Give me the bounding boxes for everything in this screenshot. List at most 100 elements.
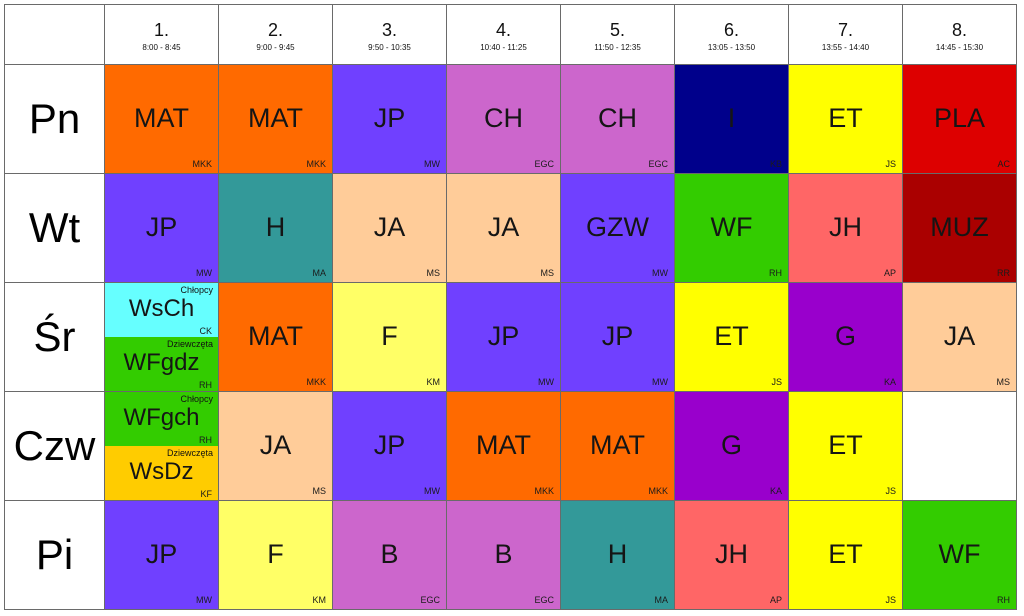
empty-lesson-cell [903, 392, 1017, 501]
subject-code: JP [373, 430, 406, 460]
subject-code: MAT [134, 103, 189, 133]
lesson-group[interactable]: Chłopcy WsCh CK [105, 283, 218, 337]
lesson-cell[interactable]: MAT MKK [219, 65, 333, 174]
lesson-cell[interactable]: I KB [675, 65, 789, 174]
teacher-code: MW [196, 268, 212, 278]
teacher-code: AP [769, 595, 782, 605]
timetable-grid: 1. 8:00 - 8:45 2. 9:00 - 9:45 3. 9:50 - 10:35… [4, 4, 1017, 610]
subject-code: JH [715, 539, 748, 569]
lesson-cell[interactable]: PLA AC [903, 65, 1017, 174]
subject-code: MUZ [930, 212, 989, 242]
period-header: 3. 9:50 - 10:35 [333, 5, 447, 65]
group-label: Chłopcy [180, 285, 213, 295]
teacher-code: EGC [420, 595, 440, 605]
period-header: 8. 14:45 - 15:30 [903, 5, 1017, 65]
corner-cell [5, 5, 105, 65]
subject-code: WFgdz [123, 349, 200, 376]
lesson-cell[interactable]: MAT MKK [447, 392, 561, 501]
subject-code: H [265, 212, 286, 242]
period-number: 2. [267, 20, 283, 40]
teacher-code: EGC [534, 595, 554, 605]
split-lesson-cell[interactable]: Chłopcy WFgch RH Dziewczęta WsDz KF [105, 392, 219, 501]
teacher-code: EGC [534, 159, 554, 169]
subject-code: I [727, 103, 736, 133]
subject-code: G [834, 321, 856, 351]
teacher-code: JS [771, 377, 782, 387]
period-time: 13:55 - 14:40 [821, 43, 870, 52]
group-label: Dziewczęta [166, 339, 213, 349]
teacher-code: MA [654, 595, 669, 605]
teacher-code: MS [312, 486, 327, 496]
subject-code: GZW [586, 212, 649, 242]
lesson-cell[interactable]: G KA [675, 392, 789, 501]
teacher-code: MW [424, 159, 440, 169]
lesson-cell[interactable]: JP MW [333, 65, 447, 174]
lesson-cell[interactable]: ET JS [789, 501, 903, 610]
subject-code: F [267, 539, 284, 569]
lesson-group[interactable]: Chłopcy WFgch RH [105, 392, 218, 446]
period-number: 5. [609, 20, 625, 40]
lesson-cell[interactable]: WF RH [903, 501, 1017, 610]
subject-code: ET [828, 539, 863, 569]
teacher-code: MKK [534, 486, 554, 496]
subject-code: JH [829, 212, 862, 242]
lesson-cell[interactable]: MAT MKK [561, 392, 675, 501]
lesson-cell[interactable]: WF RH [675, 174, 789, 283]
lesson-cell[interactable]: H MA [219, 174, 333, 283]
subject-code: JA [943, 321, 976, 351]
period-time: 11:50 - 12:35 [594, 43, 641, 52]
teacher-code: MKK [648, 486, 668, 496]
teacher-code: MKK [306, 159, 326, 169]
group-label: Dziewczęta [166, 448, 213, 458]
lesson-cell[interactable]: CH EGC [561, 65, 675, 174]
day-label: Pi [5, 501, 105, 610]
teacher-code: RH [199, 435, 212, 445]
subject-code: MAT [248, 103, 303, 133]
lesson-cell[interactable]: JP MW [105, 174, 219, 283]
teacher-code: EGC [648, 159, 668, 169]
lesson-cell[interactable]: GZW MW [561, 174, 675, 283]
lesson-cell[interactable]: JA MS [903, 283, 1017, 392]
subject-code: JP [145, 212, 178, 242]
split-lesson-cell[interactable]: Chłopcy WsCh CK Dziewczęta WFgdz RH [105, 283, 219, 392]
lesson-cell[interactable]: G KA [789, 283, 903, 392]
lesson-cell[interactable]: JP MW [561, 283, 675, 392]
lesson-group[interactable]: Dziewczęta WFgdz RH [105, 337, 218, 391]
lesson-group[interactable]: Dziewczęta WsDz KF [105, 446, 218, 500]
lesson-cell[interactable]: B EGC [333, 501, 447, 610]
period-header: 1. 8:00 - 8:45 [105, 5, 219, 65]
lesson-cell[interactable]: JA MS [219, 392, 333, 501]
teacher-code: JS [885, 159, 896, 169]
period-header: 6. 13:05 - 13:50 [675, 5, 789, 65]
subject-code: WsDz [129, 458, 194, 485]
lesson-cell[interactable]: CH EGC [447, 65, 561, 174]
subject-code: JP [601, 321, 634, 351]
lesson-cell[interactable]: MAT MKK [105, 65, 219, 174]
lesson-cell[interactable]: F KM [219, 501, 333, 610]
subject-code: ET [828, 103, 863, 133]
period-number: 1. [153, 20, 169, 40]
lesson-cell[interactable]: JA MS [333, 174, 447, 283]
period-number: 4. [495, 20, 511, 40]
lesson-cell[interactable]: MUZ RR [903, 174, 1017, 283]
teacher-code: RH [199, 380, 212, 390]
lesson-cell[interactable]: B EGC [447, 501, 561, 610]
teacher-code: MKK [306, 377, 326, 387]
lesson-cell[interactable]: JH AP [789, 174, 903, 283]
lesson-cell[interactable]: JP MW [333, 392, 447, 501]
lesson-cell[interactable]: JA MS [447, 174, 561, 283]
lesson-cell[interactable]: F KM [333, 283, 447, 392]
lesson-cell[interactable]: ET JS [789, 392, 903, 501]
lesson-cell[interactable]: ET JS [675, 283, 789, 392]
teacher-code: MS [996, 377, 1011, 387]
teacher-code: KF [200, 489, 212, 499]
lesson-cell[interactable]: JP MW [105, 501, 219, 610]
lesson-cell[interactable]: JH AP [675, 501, 789, 610]
lesson-cell[interactable]: ET JS [789, 65, 903, 174]
teacher-code: KB [769, 159, 782, 169]
lesson-cell[interactable]: MAT MKK [219, 283, 333, 392]
teacher-code: MW [652, 268, 668, 278]
lesson-cell[interactable]: JP MW [447, 283, 561, 392]
lesson-cell[interactable]: H MA [561, 501, 675, 610]
group-label: Chłopcy [180, 394, 213, 404]
